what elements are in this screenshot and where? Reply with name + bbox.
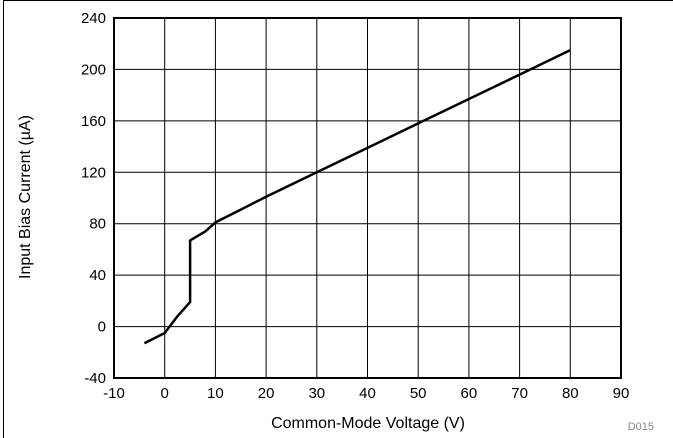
y-tick-labels: -40 0 40 80 120 160 200 240 xyxy=(81,10,106,387)
y-axis-label: Input Bias Current (µA) xyxy=(17,115,34,279)
y-tick-label: 80 xyxy=(89,216,106,233)
figure-code: D015 xyxy=(628,421,654,433)
x-tick-label: 50 xyxy=(410,385,427,402)
x-tick-label: -10 xyxy=(103,385,125,402)
x-tick-label: 60 xyxy=(461,385,478,402)
x-tick-label: 40 xyxy=(359,385,376,402)
series-line xyxy=(143,48,571,345)
y-tick-label: 0 xyxy=(98,319,106,336)
x-tick-label: 0 xyxy=(161,385,169,402)
x-axis-label: Common-Mode Voltage (V) xyxy=(271,415,465,432)
plot-area-border xyxy=(113,17,622,379)
x-tick-label: 30 xyxy=(308,385,325,402)
y-tick-label: 120 xyxy=(81,164,106,181)
x-tick-label: 90 xyxy=(613,385,630,402)
series-layer xyxy=(143,48,571,345)
y-tick-label: -40 xyxy=(84,370,106,387)
x-tick-label: 70 xyxy=(511,385,528,402)
x-tick-label: 10 xyxy=(207,385,224,402)
y-tick-label: 40 xyxy=(89,267,106,284)
grid xyxy=(114,18,621,378)
figure-frame xyxy=(3,0,673,438)
y-tick-label: 160 xyxy=(81,113,106,130)
x-tick-label: 80 xyxy=(562,385,579,402)
x-tick-label: 20 xyxy=(258,385,275,402)
y-tick-label: 200 xyxy=(81,61,106,78)
x-tick-labels: -10 0 10 20 30 40 50 60 70 80 90 xyxy=(103,385,629,402)
y-tick-label: 240 xyxy=(81,10,106,27)
